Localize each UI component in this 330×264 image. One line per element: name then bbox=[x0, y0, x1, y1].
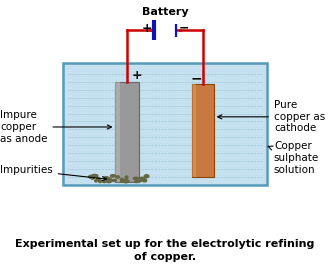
Text: +: + bbox=[132, 69, 142, 82]
Ellipse shape bbox=[142, 178, 145, 180]
Ellipse shape bbox=[135, 181, 139, 182]
Ellipse shape bbox=[124, 181, 128, 183]
Text: Pure
copper as
cathode: Pure copper as cathode bbox=[218, 100, 325, 133]
Ellipse shape bbox=[106, 177, 109, 180]
Ellipse shape bbox=[95, 180, 97, 182]
Ellipse shape bbox=[107, 178, 111, 180]
Ellipse shape bbox=[92, 175, 98, 177]
Ellipse shape bbox=[104, 177, 108, 179]
Bar bbox=[63, 63, 267, 185]
Ellipse shape bbox=[120, 178, 123, 180]
Bar bbox=[192, 84, 214, 177]
Text: Battery: Battery bbox=[142, 7, 188, 17]
Ellipse shape bbox=[120, 180, 126, 182]
Bar bbox=[115, 82, 120, 182]
Ellipse shape bbox=[125, 180, 129, 182]
Text: Impure
copper
as anode: Impure copper as anode bbox=[0, 110, 112, 144]
Text: −: − bbox=[179, 22, 189, 35]
Ellipse shape bbox=[133, 177, 139, 180]
Ellipse shape bbox=[111, 175, 116, 177]
Ellipse shape bbox=[143, 179, 147, 182]
Bar bbox=[192, 84, 196, 177]
Ellipse shape bbox=[103, 181, 106, 183]
Text: +: + bbox=[142, 22, 152, 35]
Ellipse shape bbox=[99, 180, 101, 183]
Ellipse shape bbox=[91, 177, 94, 179]
Ellipse shape bbox=[140, 177, 144, 179]
Text: of copper.: of copper. bbox=[134, 252, 196, 262]
Ellipse shape bbox=[107, 179, 112, 181]
Text: Experimental set up for the electrolytic refining: Experimental set up for the electrolytic… bbox=[15, 239, 315, 249]
Ellipse shape bbox=[97, 177, 99, 180]
Bar bbox=[115, 82, 139, 182]
Ellipse shape bbox=[116, 176, 119, 178]
Ellipse shape bbox=[111, 179, 116, 181]
Ellipse shape bbox=[144, 175, 149, 178]
Ellipse shape bbox=[88, 175, 94, 178]
Text: Copper
sulphate
solution: Copper sulphate solution bbox=[268, 142, 319, 175]
Ellipse shape bbox=[93, 175, 98, 177]
Ellipse shape bbox=[106, 180, 111, 183]
Text: Impurities: Impurities bbox=[0, 165, 107, 181]
Ellipse shape bbox=[139, 180, 142, 182]
Text: −: − bbox=[190, 71, 202, 85]
Ellipse shape bbox=[125, 176, 128, 179]
